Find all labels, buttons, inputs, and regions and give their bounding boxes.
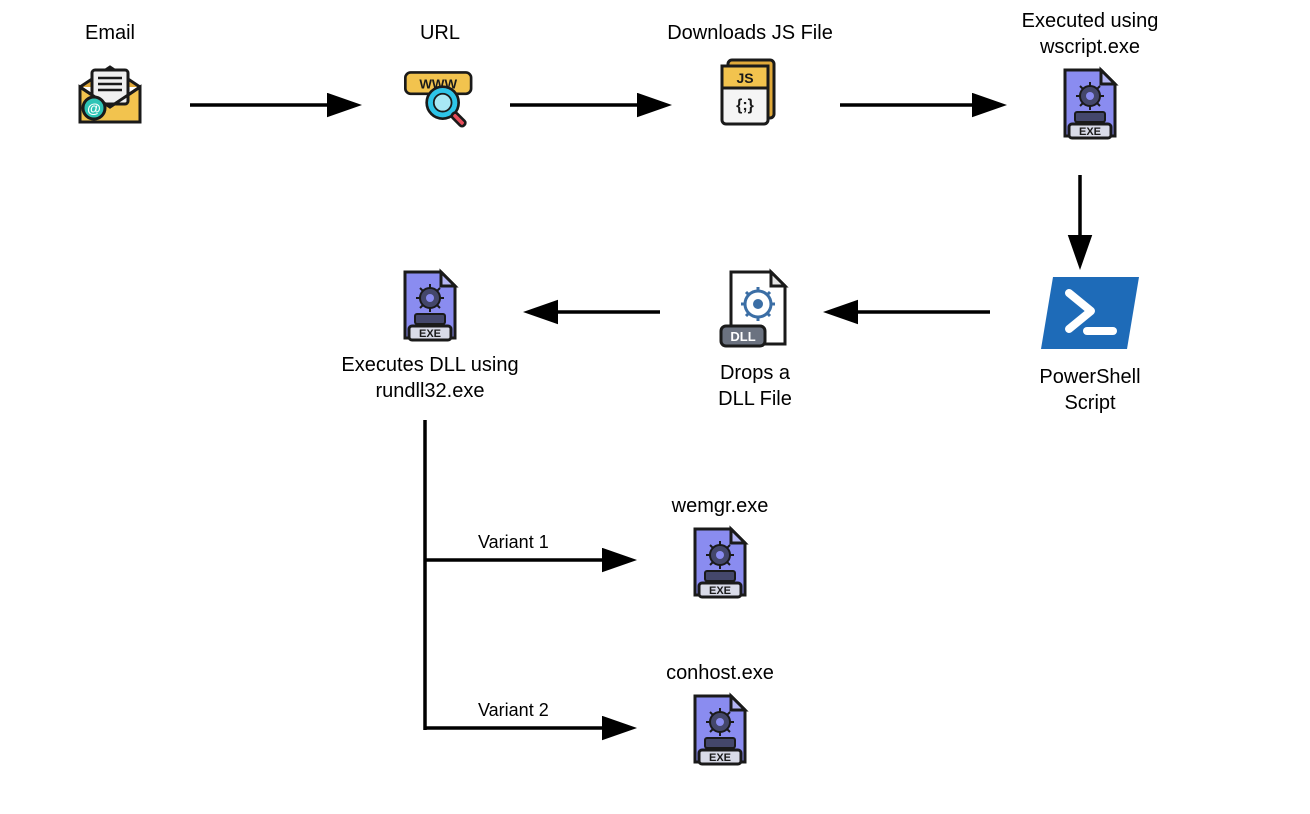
jsfile-label: Downloads JS File xyxy=(650,20,850,46)
wscript-icon: EXE xyxy=(1050,64,1130,144)
edge-label-variant2: Variant 2 xyxy=(478,700,549,721)
svg-text:DLL: DLL xyxy=(730,329,755,344)
node-variant2: conhost.exe EXE xyxy=(640,660,800,770)
powershell-label: PowerShell Script xyxy=(1005,364,1175,416)
node-email: Email @ xyxy=(50,20,170,132)
node-jsfile: Downloads JS File JS {;} xyxy=(650,20,850,132)
variant2-label: conhost.exe xyxy=(640,660,800,686)
edge-label-variant1: Variant 1 xyxy=(478,532,549,553)
jsfile-icon: JS {;} xyxy=(710,52,790,132)
variant2-icon: EXE xyxy=(680,690,760,770)
url-label: URL xyxy=(380,20,500,46)
powershell-icon xyxy=(1035,268,1145,358)
rundll-label: Executes DLL using rundll32.exe xyxy=(320,352,540,404)
svg-text:EXE: EXE xyxy=(419,328,441,340)
js-braces-text: {;} xyxy=(736,97,754,114)
js-text: JS xyxy=(736,70,753,86)
email-icon: @ xyxy=(70,52,150,132)
svg-text:@: @ xyxy=(87,100,101,116)
email-label: Email xyxy=(50,20,170,46)
wscript-label: Executed using wscript.exe xyxy=(990,8,1190,60)
svg-text:EXE: EXE xyxy=(709,752,731,764)
svg-text:EXE: EXE xyxy=(1079,126,1101,138)
node-variant1: wemgr.exe EXE xyxy=(640,493,800,603)
variant1-label: wemgr.exe xyxy=(640,493,800,519)
url-icon: WWW xyxy=(400,52,480,132)
svg-text:EXE: EXE xyxy=(709,585,731,597)
node-url: URL WWW xyxy=(380,20,500,132)
rundll-icon: EXE xyxy=(390,266,470,346)
node-wscript: Executed using wscript.exe EXE xyxy=(990,8,1190,144)
dllfile-label: Drops a DLL File xyxy=(670,360,840,412)
dllfile-icon: DLL xyxy=(713,266,798,356)
variant1-icon: EXE xyxy=(680,523,760,603)
node-rundll: EXE Executes DLL using rundll32.exe xyxy=(320,266,540,404)
node-dllfile: DLL Drops a DLL File xyxy=(670,266,840,412)
node-powershell: PowerShell Script xyxy=(1005,268,1175,416)
